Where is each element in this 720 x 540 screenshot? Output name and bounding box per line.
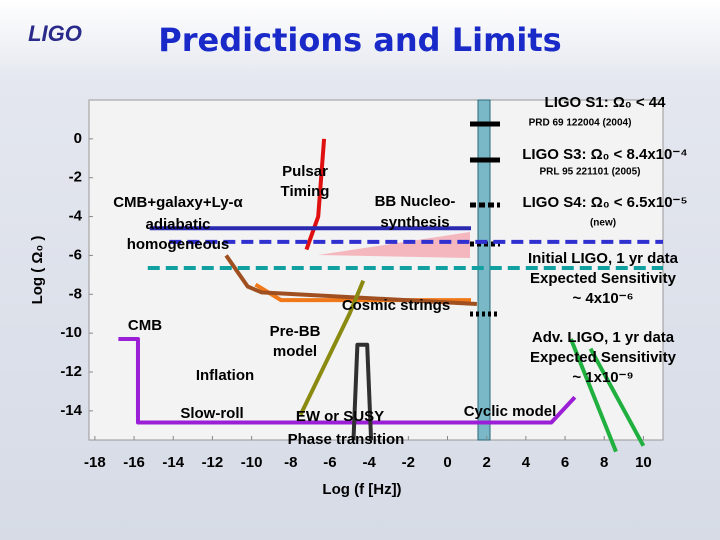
x-tick-label: 10 [635,454,652,471]
annotation: PRD 69 122004 (2004) [529,118,632,129]
y-tick-label: -8 [69,285,82,302]
x-tick-label: 0 [443,454,451,471]
annotation: Pulsar [282,163,328,180]
x-tick-label: 4 [522,454,531,471]
annotation: Inflation [196,367,254,384]
curve [298,279,366,416]
chart-title: Predictions and Limits [158,21,561,59]
curve [569,338,618,453]
annotation: Initial LIGO, 1 yr data [528,250,679,267]
x-tick-label: -4 [362,454,376,471]
annotation: BB Nucleo- [375,193,456,210]
x-tick-label: 2 [483,454,491,471]
bbn-wedge [318,232,470,258]
y-tick-label: 0 [74,130,82,147]
annotation: Pre-BB [270,323,321,340]
annotation: Phase transition [288,431,405,448]
annotation: EW or SUSY [296,408,384,425]
x-tick-label: -16 [123,454,145,471]
annotation: Expected Sensitivity [530,349,677,366]
y-tick-label: -14 [60,402,82,419]
annotation: CMB [128,317,162,334]
x-tick-label: -18 [84,454,106,471]
annotation: LIGO S1: Ω₀ < 44 [545,94,667,111]
x-tick-label: -2 [402,454,415,471]
logo: LIGO [28,21,82,46]
x-tick-label: -6 [323,454,336,471]
annotation: adiabatic [145,216,210,233]
annotation: LIGO S3: Ω₀ < 8.4x10⁻⁴ [522,146,687,163]
y-axis-label: Log ( Ω₀ ) [29,236,46,305]
annotation: Cyclic model [464,403,557,420]
annotation: ~ 4x10⁻⁶ [572,290,633,307]
annotation: homogeneous [127,236,230,253]
x-tick-label: -10 [241,454,263,471]
curve [304,138,327,251]
x-tick-label: 6 [561,454,569,471]
x-tick-label: -12 [202,454,224,471]
curve [588,347,646,447]
curve [118,336,577,425]
annotation: LIGO S4: Ω₀ < 6.5x10⁻⁵ [522,194,687,211]
y-tick-label: -2 [69,169,82,186]
curve [224,254,477,306]
x-tick-label: 8 [600,454,608,471]
annotation: Adv. LIGO, 1 yr data [532,329,675,346]
annotation: Expected Sensitivity [530,270,677,287]
y-tick-label: -4 [69,208,83,225]
annotation: Cosmic strings [342,297,450,314]
annotation: synthesis [380,214,449,231]
annotation: CMB+galaxy+Ly-α [113,194,243,211]
x-tick-label: -8 [284,454,297,471]
y-tick-label: -6 [69,246,82,263]
x-axis-label: Log (f [Hz]) [322,481,401,498]
annotation: Slow-roll [180,405,243,422]
annotation: ~ 1x10⁻⁹ [572,369,633,386]
x-tick-label: -14 [162,454,184,471]
annotation: Timing [281,183,330,200]
annotation: PRL 95 221101 (2005) [539,167,640,178]
annotation: model [273,343,317,360]
y-tick-label: -10 [60,324,82,341]
y-tick-label: -12 [60,363,82,380]
curve [351,342,374,441]
annotation: (new) [590,218,616,229]
